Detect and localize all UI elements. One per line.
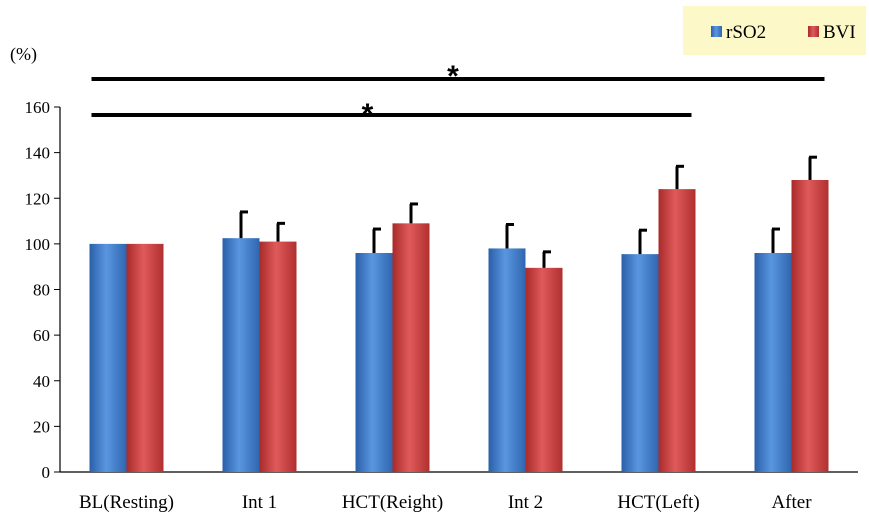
y-tick-label: 120 [25,189,51,208]
legend-label-rso2: rSO2 [726,22,766,43]
bar-bvi-4 [658,189,696,472]
bar-rso2-3 [488,248,526,472]
legend-swatch-bvi [808,26,819,37]
x-tick-label: After [771,492,812,513]
y-tick-label: 40 [33,372,50,391]
y-tick-label: 80 [33,281,50,300]
bar-bvi-5 [791,180,829,472]
x-tick-label: HCT(Left) [617,492,699,513]
significance-star: * [362,98,374,131]
y-unit-label: (%) [10,44,37,65]
significance-star: * [447,60,459,93]
axes: 0 20 40 60 80 100 120 140 160 BL(Resting) Int 1 HCT… [25,98,858,513]
bar-rso2-5 [754,253,792,472]
legend-label-bvi: BVI [823,22,856,43]
bar-rso2-1 [222,238,260,472]
bar-bvi-2 [392,223,430,472]
bar-rso2-2 [355,253,393,472]
x-tick-label: HCT(Reight) [342,492,443,513]
y-tick-label: 140 [25,144,51,163]
y-tick-label: 60 [33,326,50,345]
bar-bvi-3 [525,267,563,472]
error-bars [239,155,817,268]
significance-markers: ** [91,60,825,131]
y-tick-label: 100 [25,235,51,254]
y-tick-label: 0 [42,463,51,482]
bar-rso2-0 [89,243,127,472]
legend-swatch-rso2 [711,26,722,37]
legend: rSO2 BVI [683,6,866,55]
bars [89,180,829,472]
x-tick-label: BL(Resting) [79,492,174,513]
y-tick-label: 160 [25,98,51,117]
x-tick-label: Int 2 [508,492,543,513]
y-tick-label: 20 [33,417,50,436]
bar-rso2-4 [621,254,659,472]
x-tick-label: Int 1 [242,492,277,513]
bar-bvi-0 [126,243,164,472]
bar-bvi-1 [259,241,297,472]
